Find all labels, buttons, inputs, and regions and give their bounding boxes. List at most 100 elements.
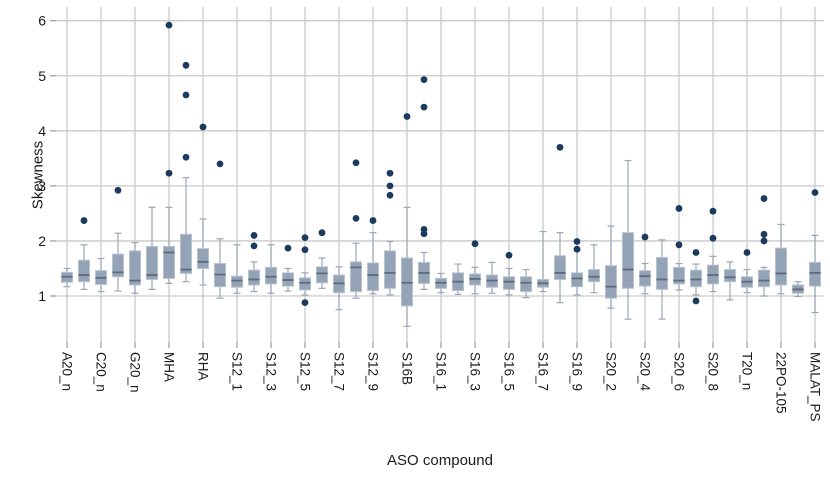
- x-tick-label: A20_n: [60, 352, 75, 391]
- box: [316, 266, 328, 284]
- y-axis-title: Skewness: [29, 140, 47, 210]
- y-tick-label: 6: [38, 13, 46, 29]
- box: [724, 269, 736, 283]
- x-tick-label: MHA: [162, 352, 177, 382]
- outlier-point: [573, 245, 581, 253]
- outlier-point: [250, 242, 258, 250]
- outlier-point: [420, 76, 428, 84]
- box: [809, 261, 821, 287]
- box: [367, 262, 379, 291]
- outlier-point: [403, 113, 411, 120]
- x-tick-label: G20_n: [128, 352, 143, 393]
- y-tick-label: 3: [38, 178, 46, 194]
- outlier-point: [760, 195, 768, 202]
- box: [129, 250, 141, 286]
- x-tick-label: S16_5: [502, 352, 517, 391]
- outlier-point: [318, 229, 326, 237]
- x-tick-label: S16_1: [434, 352, 449, 391]
- outlier-point: [301, 299, 309, 307]
- box: [503, 276, 515, 290]
- x-tick-label: RHA: [196, 352, 211, 381]
- y-tick-label: 4: [38, 123, 46, 139]
- outlier-point: [556, 143, 564, 151]
- box: [758, 269, 770, 288]
- box: [571, 272, 583, 288]
- outlier-point: [352, 159, 360, 167]
- box: [231, 275, 243, 288]
- outlier-point: [743, 249, 751, 256]
- x-tick-label: S16_7: [536, 352, 551, 391]
- x-tick-label: S16B: [400, 352, 415, 385]
- outlier-point: [301, 234, 309, 242]
- x-tick-label: 22PO-105: [774, 352, 789, 414]
- y-tick-label: 1: [38, 288, 46, 304]
- box: [384, 250, 396, 289]
- box: [197, 248, 209, 269]
- outlier-point: [641, 233, 649, 241]
- box: [520, 276, 532, 293]
- outlier-point: [675, 241, 683, 249]
- y-tick-label: 2: [38, 233, 46, 249]
- x-tick-label: S12_1: [230, 352, 245, 391]
- outlier-point: [386, 191, 394, 199]
- outlier-point: [182, 91, 190, 99]
- outlier-point: [811, 189, 819, 196]
- outlier-point: [675, 205, 683, 212]
- x-tick-label: S12_9: [366, 352, 381, 391]
- x-tick-label: S16_9: [570, 352, 585, 391]
- outlier-point: [760, 237, 768, 245]
- outlier-point: [182, 153, 190, 161]
- outlier-point: [709, 207, 717, 215]
- outlier-point: [199, 123, 207, 131]
- box: [656, 256, 668, 290]
- outlier-point: [692, 297, 700, 305]
- outlier-point: [216, 160, 224, 168]
- box: [639, 270, 651, 287]
- box: [690, 269, 702, 288]
- box: [605, 265, 617, 299]
- outlier-point: [250, 232, 258, 239]
- outlier-point: [760, 230, 768, 238]
- box: [622, 232, 634, 289]
- x-tick-label: S12_7: [332, 352, 347, 391]
- box: [78, 259, 90, 283]
- outlier-point: [114, 186, 122, 194]
- x-tick-label: T20_n: [740, 352, 755, 390]
- box: [180, 233, 192, 274]
- box: [146, 245, 158, 280]
- outlier-point: [369, 217, 377, 224]
- outlier-point: [80, 217, 88, 224]
- x-tick-label: S20_6: [672, 352, 687, 391]
- outlier-point: [420, 103, 428, 111]
- outlier-point: [165, 21, 173, 29]
- outlier-point: [573, 238, 581, 245]
- outlier-point: [709, 234, 717, 242]
- x-tick-label: C20_n: [94, 352, 109, 392]
- outlier-point: [471, 240, 479, 248]
- box: [299, 277, 311, 291]
- outlier-point: [692, 249, 700, 256]
- outlier-point: [284, 244, 292, 252]
- y-tick-label: 5: [38, 68, 46, 84]
- outlier-point: [420, 230, 428, 238]
- box: [350, 261, 362, 293]
- outlier-point: [165, 169, 173, 177]
- outlier-point: [352, 214, 360, 222]
- box: [588, 269, 600, 283]
- x-tick-label: S20_4: [638, 352, 653, 392]
- x-tick-label: S12_5: [298, 352, 313, 391]
- outlier-point: [301, 246, 309, 254]
- x-tick-label: MALAT_PS: [808, 352, 823, 422]
- box: [265, 266, 277, 285]
- x-tick-label: S12_3: [264, 352, 279, 391]
- box: [248, 269, 260, 286]
- box: [673, 266, 685, 285]
- box: [112, 253, 124, 278]
- outlier-point: [505, 251, 513, 259]
- box: [554, 255, 566, 280]
- box: [163, 245, 175, 279]
- x-axis-title: ASO compound: [387, 452, 493, 469]
- outlier-point: [182, 61, 190, 69]
- x-tick-label: S20_8: [706, 352, 721, 391]
